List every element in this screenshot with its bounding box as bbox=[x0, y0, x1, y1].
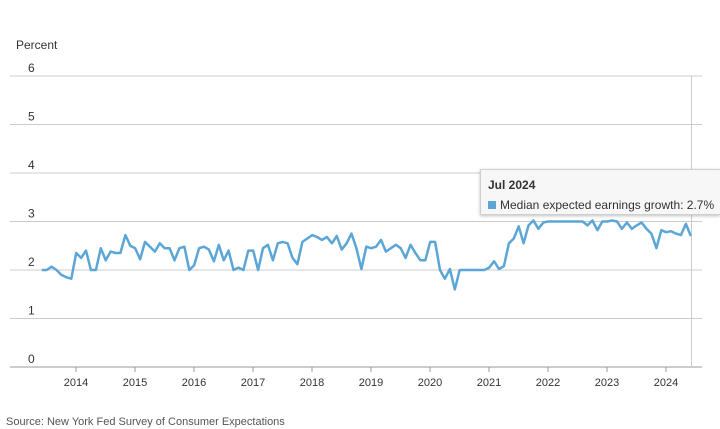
y-tick-label: 3 bbox=[28, 207, 35, 221]
x-tick-label: 2019 bbox=[359, 377, 383, 389]
y-tick-label: 1 bbox=[28, 304, 35, 318]
x-tick-label: 2020 bbox=[418, 377, 442, 389]
y-tick-label: 4 bbox=[28, 158, 35, 172]
tooltip-row: Median expected earnings growth: 2.7% bbox=[488, 198, 720, 212]
tooltip-value: Median expected earnings growth: 2.7% bbox=[500, 198, 715, 212]
y-tick-label: 5 bbox=[28, 110, 35, 124]
x-tick-label: 2017 bbox=[241, 377, 265, 389]
source-note: Source: New York Fed Survey of Consumer … bbox=[6, 416, 285, 428]
x-tick-label: 2024 bbox=[654, 377, 678, 389]
x-tick-label: 2016 bbox=[182, 377, 206, 389]
x-tick-label: 2022 bbox=[536, 377, 560, 389]
series-line-median-expected-earnings-growth[interactable] bbox=[41, 219, 692, 291]
x-tick-label: 2023 bbox=[595, 377, 619, 389]
x-tick-label: 2018 bbox=[300, 377, 324, 389]
y-tick-label: 0 bbox=[28, 352, 35, 366]
tooltip-title: Jul 2024 bbox=[488, 178, 536, 192]
x-tick-label: 2021 bbox=[477, 377, 501, 389]
x-tick-label: 2015 bbox=[123, 377, 147, 389]
tooltip: Jul 2024 Median expected earnings growth… bbox=[480, 169, 720, 215]
x-tick-label: 2014 bbox=[64, 377, 88, 389]
legend-swatch-icon bbox=[488, 201, 496, 209]
y-axis-label: Percent bbox=[16, 38, 58, 52]
y-tick-label: 2 bbox=[28, 255, 35, 269]
y-tick-label: 6 bbox=[28, 61, 35, 75]
